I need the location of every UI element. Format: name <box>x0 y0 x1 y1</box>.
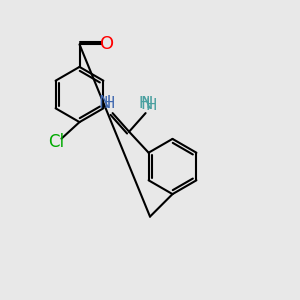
Text: H: H <box>104 96 115 111</box>
Text: H: H <box>138 96 150 111</box>
Text: N: N <box>140 95 152 113</box>
Text: N: N <box>98 94 110 112</box>
Text: Cl: Cl <box>48 133 64 151</box>
Text: H: H <box>145 98 157 112</box>
Text: O: O <box>100 35 115 53</box>
